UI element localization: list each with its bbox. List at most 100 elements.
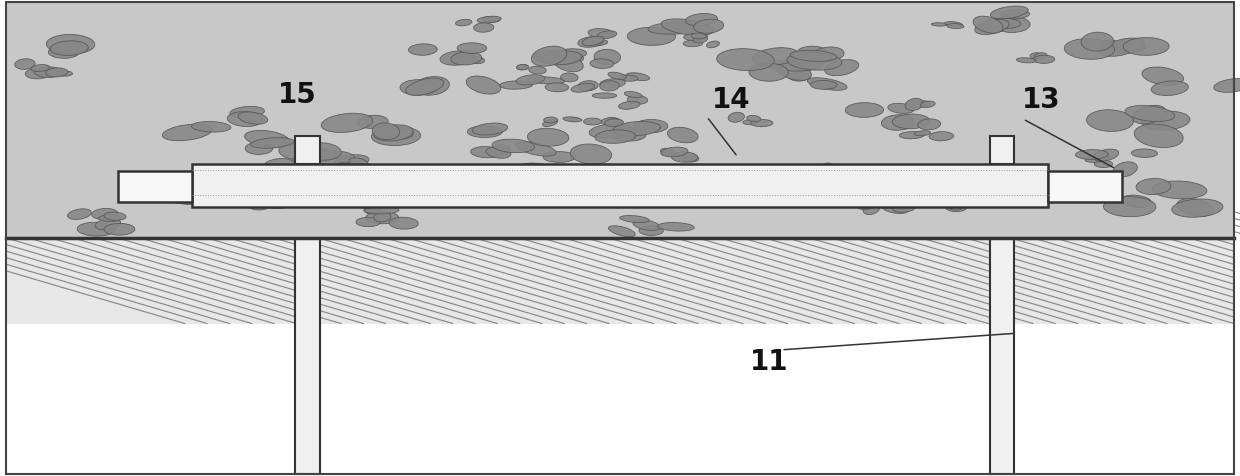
- Ellipse shape: [182, 178, 206, 194]
- Ellipse shape: [945, 21, 962, 27]
- Ellipse shape: [986, 18, 1021, 29]
- Ellipse shape: [853, 177, 867, 184]
- Ellipse shape: [582, 39, 608, 46]
- Ellipse shape: [1114, 162, 1137, 177]
- Ellipse shape: [474, 23, 494, 32]
- Ellipse shape: [590, 59, 614, 69]
- Ellipse shape: [790, 50, 837, 61]
- Ellipse shape: [589, 124, 632, 138]
- Ellipse shape: [291, 149, 330, 163]
- Ellipse shape: [584, 118, 601, 125]
- Ellipse shape: [918, 119, 941, 130]
- Ellipse shape: [920, 101, 935, 108]
- Ellipse shape: [882, 115, 915, 130]
- Ellipse shape: [893, 203, 916, 212]
- Ellipse shape: [95, 219, 120, 230]
- Ellipse shape: [570, 144, 611, 164]
- Ellipse shape: [336, 163, 348, 167]
- Ellipse shape: [1125, 106, 1174, 121]
- Ellipse shape: [366, 211, 399, 224]
- Ellipse shape: [846, 103, 884, 118]
- Ellipse shape: [68, 209, 92, 219]
- Ellipse shape: [479, 183, 501, 190]
- Ellipse shape: [517, 64, 528, 70]
- Ellipse shape: [569, 118, 579, 121]
- Ellipse shape: [657, 223, 694, 231]
- Ellipse shape: [1131, 149, 1157, 158]
- Ellipse shape: [162, 124, 212, 141]
- Ellipse shape: [671, 152, 698, 162]
- Ellipse shape: [813, 165, 843, 173]
- Ellipse shape: [374, 212, 391, 222]
- Ellipse shape: [279, 144, 308, 159]
- Ellipse shape: [766, 61, 816, 71]
- Ellipse shape: [1123, 38, 1169, 55]
- Ellipse shape: [1151, 81, 1188, 96]
- Ellipse shape: [776, 62, 811, 80]
- Ellipse shape: [620, 216, 650, 223]
- Bar: [1048, 171, 1122, 202]
- Ellipse shape: [750, 119, 773, 127]
- Ellipse shape: [787, 52, 842, 70]
- Ellipse shape: [301, 143, 341, 160]
- Ellipse shape: [440, 51, 475, 65]
- Ellipse shape: [477, 16, 501, 23]
- Ellipse shape: [595, 130, 636, 143]
- Ellipse shape: [991, 6, 1028, 19]
- Ellipse shape: [681, 155, 699, 162]
- Ellipse shape: [578, 81, 598, 91]
- Ellipse shape: [1114, 45, 1130, 53]
- Ellipse shape: [844, 169, 862, 174]
- Ellipse shape: [572, 83, 594, 92]
- Ellipse shape: [451, 52, 481, 65]
- Ellipse shape: [1017, 58, 1037, 63]
- Ellipse shape: [728, 112, 744, 122]
- Ellipse shape: [470, 57, 485, 64]
- Ellipse shape: [746, 116, 761, 122]
- Ellipse shape: [191, 121, 231, 132]
- Ellipse shape: [57, 71, 72, 76]
- Bar: [295, 238, 320, 474]
- Ellipse shape: [486, 147, 511, 158]
- Text: 14: 14: [712, 86, 751, 114]
- Ellipse shape: [600, 79, 625, 88]
- Ellipse shape: [578, 37, 603, 47]
- Ellipse shape: [1001, 10, 1029, 19]
- Ellipse shape: [453, 52, 469, 60]
- Ellipse shape: [1132, 105, 1166, 124]
- Ellipse shape: [1135, 124, 1183, 148]
- Ellipse shape: [624, 91, 642, 98]
- Ellipse shape: [899, 131, 924, 139]
- Ellipse shape: [1102, 40, 1117, 46]
- Ellipse shape: [543, 117, 558, 123]
- Ellipse shape: [455, 57, 471, 62]
- Ellipse shape: [482, 17, 500, 22]
- Ellipse shape: [1142, 111, 1190, 130]
- Ellipse shape: [518, 163, 562, 178]
- Ellipse shape: [1099, 42, 1111, 50]
- Ellipse shape: [389, 217, 418, 229]
- Ellipse shape: [683, 33, 708, 40]
- Ellipse shape: [472, 123, 507, 135]
- Ellipse shape: [946, 203, 966, 212]
- Ellipse shape: [455, 20, 472, 26]
- Ellipse shape: [500, 81, 533, 89]
- Ellipse shape: [854, 196, 874, 210]
- Ellipse shape: [975, 20, 1009, 34]
- Ellipse shape: [1101, 43, 1118, 50]
- Ellipse shape: [601, 118, 618, 125]
- Bar: [118, 171, 192, 202]
- Ellipse shape: [1142, 67, 1184, 85]
- Ellipse shape: [373, 125, 413, 141]
- Ellipse shape: [557, 49, 587, 58]
- Ellipse shape: [749, 63, 789, 81]
- Ellipse shape: [77, 222, 115, 236]
- Bar: [6, 238, 1234, 474]
- Ellipse shape: [1136, 178, 1171, 195]
- Ellipse shape: [144, 175, 177, 188]
- Ellipse shape: [661, 147, 688, 157]
- Ellipse shape: [405, 78, 444, 95]
- Ellipse shape: [15, 59, 35, 69]
- Ellipse shape: [1177, 198, 1214, 216]
- Ellipse shape: [1094, 160, 1112, 168]
